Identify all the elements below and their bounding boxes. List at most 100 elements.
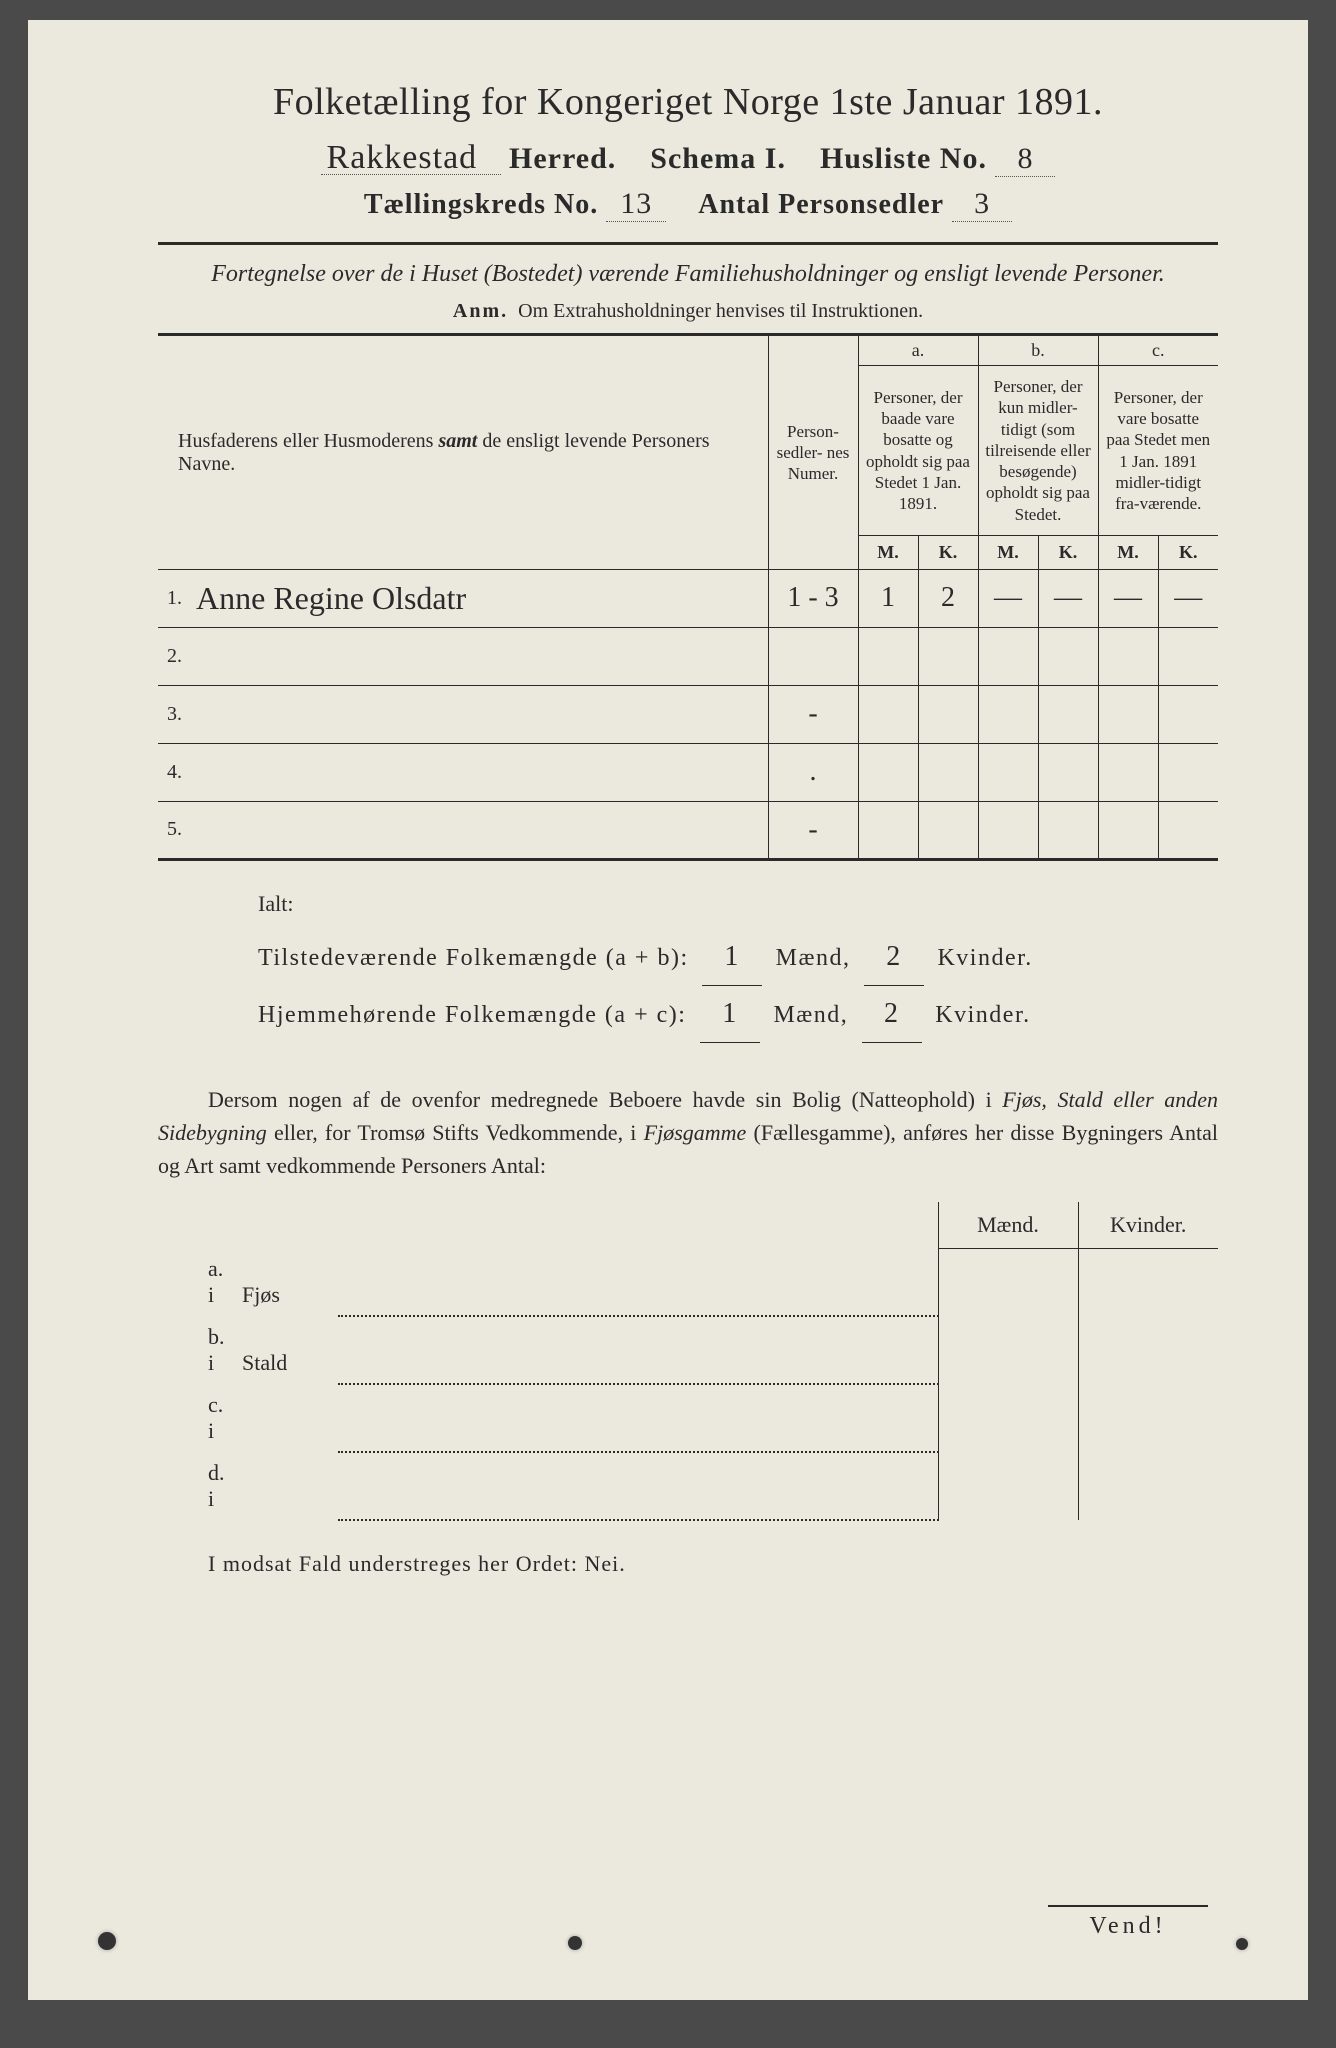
divider [158, 242, 1218, 245]
name-cell [188, 627, 768, 685]
lower-dots [338, 1316, 938, 1384]
lower-type [238, 1452, 338, 1520]
cell-am [858, 627, 918, 685]
lower-label: d. i [158, 1452, 238, 1520]
lower-k [1078, 1248, 1218, 1316]
kreds-value: 13 [606, 187, 666, 222]
census-form-page: Folketælling for Kongeriget Norge 1ste J… [28, 20, 1308, 2000]
col-b: Personer, der kun midler-tidigt (som til… [978, 366, 1098, 536]
cell-ak: 2 [918, 569, 978, 627]
col-a: Personer, der baade vare bosatte og opho… [858, 366, 978, 536]
lower-row: b. iStald [158, 1316, 1218, 1384]
col-c-top: c. [1098, 335, 1218, 366]
punch-hole [1236, 1938, 1248, 1950]
lower-dots [338, 1248, 938, 1316]
num-cell: - [768, 801, 858, 859]
side-building-para: Dersom nogen af de ovenfor medregnede Be… [158, 1083, 1218, 1182]
lower-k [1078, 1316, 1218, 1384]
vend-footer: Vend! [1048, 1905, 1208, 1940]
num-cell [768, 627, 858, 685]
anm-label: Anm. [453, 300, 508, 322]
header-line-1: Rakkestad Herred. Schema I. Husliste No.… [158, 142, 1218, 177]
cell-ak [918, 801, 978, 859]
table-row: 4.. [158, 743, 1218, 801]
name-cell [188, 743, 768, 801]
ialt-label: Ialt: [158, 891, 1218, 917]
ialt-2-m: 1 [700, 986, 760, 1043]
husliste-label: Husliste No. [820, 142, 987, 175]
col-names: Husfaderens eller Husmoderens samt de en… [178, 430, 710, 475]
lower-type: Stald [238, 1316, 338, 1384]
anm-note: Anm. Om Extrahusholdninger henvises til … [158, 300, 1218, 323]
herred-label: Herred. [509, 142, 616, 175]
ialt-block: Tilstedeværende Folkemængde (a + b): 1 M… [158, 929, 1218, 1043]
name-cell [188, 685, 768, 743]
lower-dots [338, 1384, 938, 1452]
nei-line: I modsat Fald understreges her Ordet: Ne… [158, 1551, 1218, 1577]
herred-value: Rakkestad [321, 143, 501, 175]
antal-value: 3 [952, 187, 1012, 222]
antal-label: Antal Personsedler [698, 189, 944, 220]
cell-bm [978, 627, 1038, 685]
cell-ak [918, 743, 978, 801]
row-number: 1. [158, 569, 188, 627]
cell-am [858, 743, 918, 801]
cell-am: 1 [858, 569, 918, 627]
table-row: 2. [158, 627, 1218, 685]
num-cell: - [768, 685, 858, 743]
cell-cm: — [1098, 569, 1158, 627]
cell-ck: — [1158, 569, 1218, 627]
schema-label: Schema I. [650, 142, 786, 175]
lower-label: c. i [158, 1384, 238, 1452]
punch-hole [568, 1936, 582, 1950]
lower-type: Fjøs [238, 1248, 338, 1316]
row-number: 2. [158, 627, 188, 685]
cell-cm [1098, 743, 1158, 801]
husliste-value: 8 [995, 142, 1055, 177]
lower-m [938, 1316, 1078, 1384]
cell-bk [1038, 801, 1098, 859]
lower-kvinder: Kvinder. [1078, 1202, 1218, 1249]
lower-k [1078, 1384, 1218, 1452]
row-number: 3. [158, 685, 188, 743]
household-table: Husfaderens eller Husmoderens samt de en… [158, 333, 1218, 861]
cell-ck [1158, 801, 1218, 859]
side-building-table: Mænd. Kvinder. a. iFjøsb. iStaldc. id. i [158, 1202, 1218, 1522]
table-row: 3. - [158, 685, 1218, 743]
ialt-2-k: 2 [862, 986, 922, 1043]
row-number: 4. [158, 743, 188, 801]
cell-bm [978, 685, 1038, 743]
name-cell: Anne Regine Olsdatr [188, 569, 768, 627]
col-a-top: a. [858, 335, 978, 366]
lower-label: a. i [158, 1248, 238, 1316]
kreds-label: Tællingskreds No. [364, 189, 598, 220]
cell-ck [1158, 627, 1218, 685]
cell-ck [1158, 685, 1218, 743]
page-title: Folketælling for Kongeriget Norge 1ste J… [158, 80, 1218, 124]
lower-row: a. iFjøs [158, 1248, 1218, 1316]
cell-bm [978, 801, 1038, 859]
cell-bk: — [1038, 569, 1098, 627]
cell-bk [1038, 743, 1098, 801]
cell-bm [978, 743, 1038, 801]
cell-ck [1158, 743, 1218, 801]
num-cell: . [768, 743, 858, 801]
col-c-m: M. [1098, 535, 1158, 569]
name-cell [188, 801, 768, 859]
lower-row: d. i [158, 1452, 1218, 1520]
ialt-1-m: 1 [702, 929, 762, 986]
cell-bm: — [978, 569, 1038, 627]
lower-dots [338, 1452, 938, 1520]
col-b-m: M. [978, 535, 1038, 569]
punch-hole [98, 1932, 116, 1950]
col-a-k: K. [918, 535, 978, 569]
row-number: 5. [158, 801, 188, 859]
col-num: Person- sedler- nes Numer. [768, 335, 858, 570]
ialt-line-1: Tilstedeværende Folkemængde (a + b): 1 M… [258, 929, 1218, 986]
num-cell: 1 - 3 [768, 569, 858, 627]
lower-m [938, 1452, 1078, 1520]
lower-k [1078, 1452, 1218, 1520]
cell-cm [1098, 801, 1158, 859]
lower-type [238, 1384, 338, 1452]
cell-cm [1098, 685, 1158, 743]
